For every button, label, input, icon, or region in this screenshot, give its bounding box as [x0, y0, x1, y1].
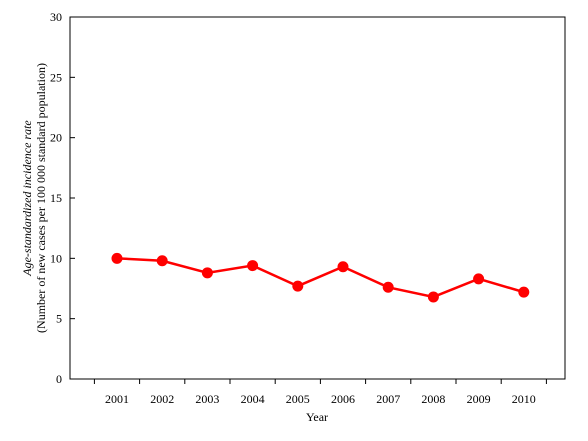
y-axis-title-line1: Age-standardized incidence rate — [20, 120, 34, 277]
y-axis-title: Age-standardized incidence rate (Number … — [20, 63, 48, 333]
y-axis-title-line2: (Number of new cases per 100 000 standar… — [34, 63, 48, 333]
data-point — [156, 255, 168, 267]
x-tick-label: 2005 — [286, 392, 310, 406]
data-point — [382, 281, 394, 293]
data-point — [518, 286, 530, 298]
x-tick-label: 2004 — [241, 392, 265, 406]
x-tick-label: 2007 — [376, 392, 400, 406]
x-tick-label: 2008 — [421, 392, 445, 406]
y-tick-label: 0 — [56, 372, 62, 386]
y-tick-label: 10 — [50, 251, 62, 265]
x-tick-label: 2010 — [512, 392, 536, 406]
series-group — [111, 252, 530, 303]
y-tick-label: 20 — [50, 131, 62, 145]
plot-area-frame — [69, 16, 566, 380]
data-point — [201, 267, 213, 279]
data-point — [292, 280, 304, 292]
y-tick-label: 30 — [50, 10, 62, 24]
x-tick-label: 2001 — [105, 392, 129, 406]
x-axis-title: Year — [306, 410, 328, 424]
data-point — [111, 252, 123, 264]
y-tick-label: 15 — [50, 191, 62, 205]
y-tick-label: 25 — [50, 70, 62, 84]
x-axis: 2001 2002 2003 2004 2005 2006 2007 2008 2009 2010 — [93, 379, 547, 406]
data-point — [247, 260, 259, 272]
series-line — [116, 257, 525, 299]
x-tick-label: 2006 — [331, 392, 355, 406]
data-point — [337, 261, 349, 273]
data-point — [473, 273, 485, 285]
x-tick-label: 2002 — [150, 392, 174, 406]
y-axis: 0 5 10 15 20 25 30 — [50, 10, 75, 386]
y-tick-label: 5 — [56, 312, 62, 326]
x-tick-label: 2003 — [195, 392, 219, 406]
data-point — [427, 291, 439, 303]
x-tick-label: 2009 — [467, 392, 491, 406]
